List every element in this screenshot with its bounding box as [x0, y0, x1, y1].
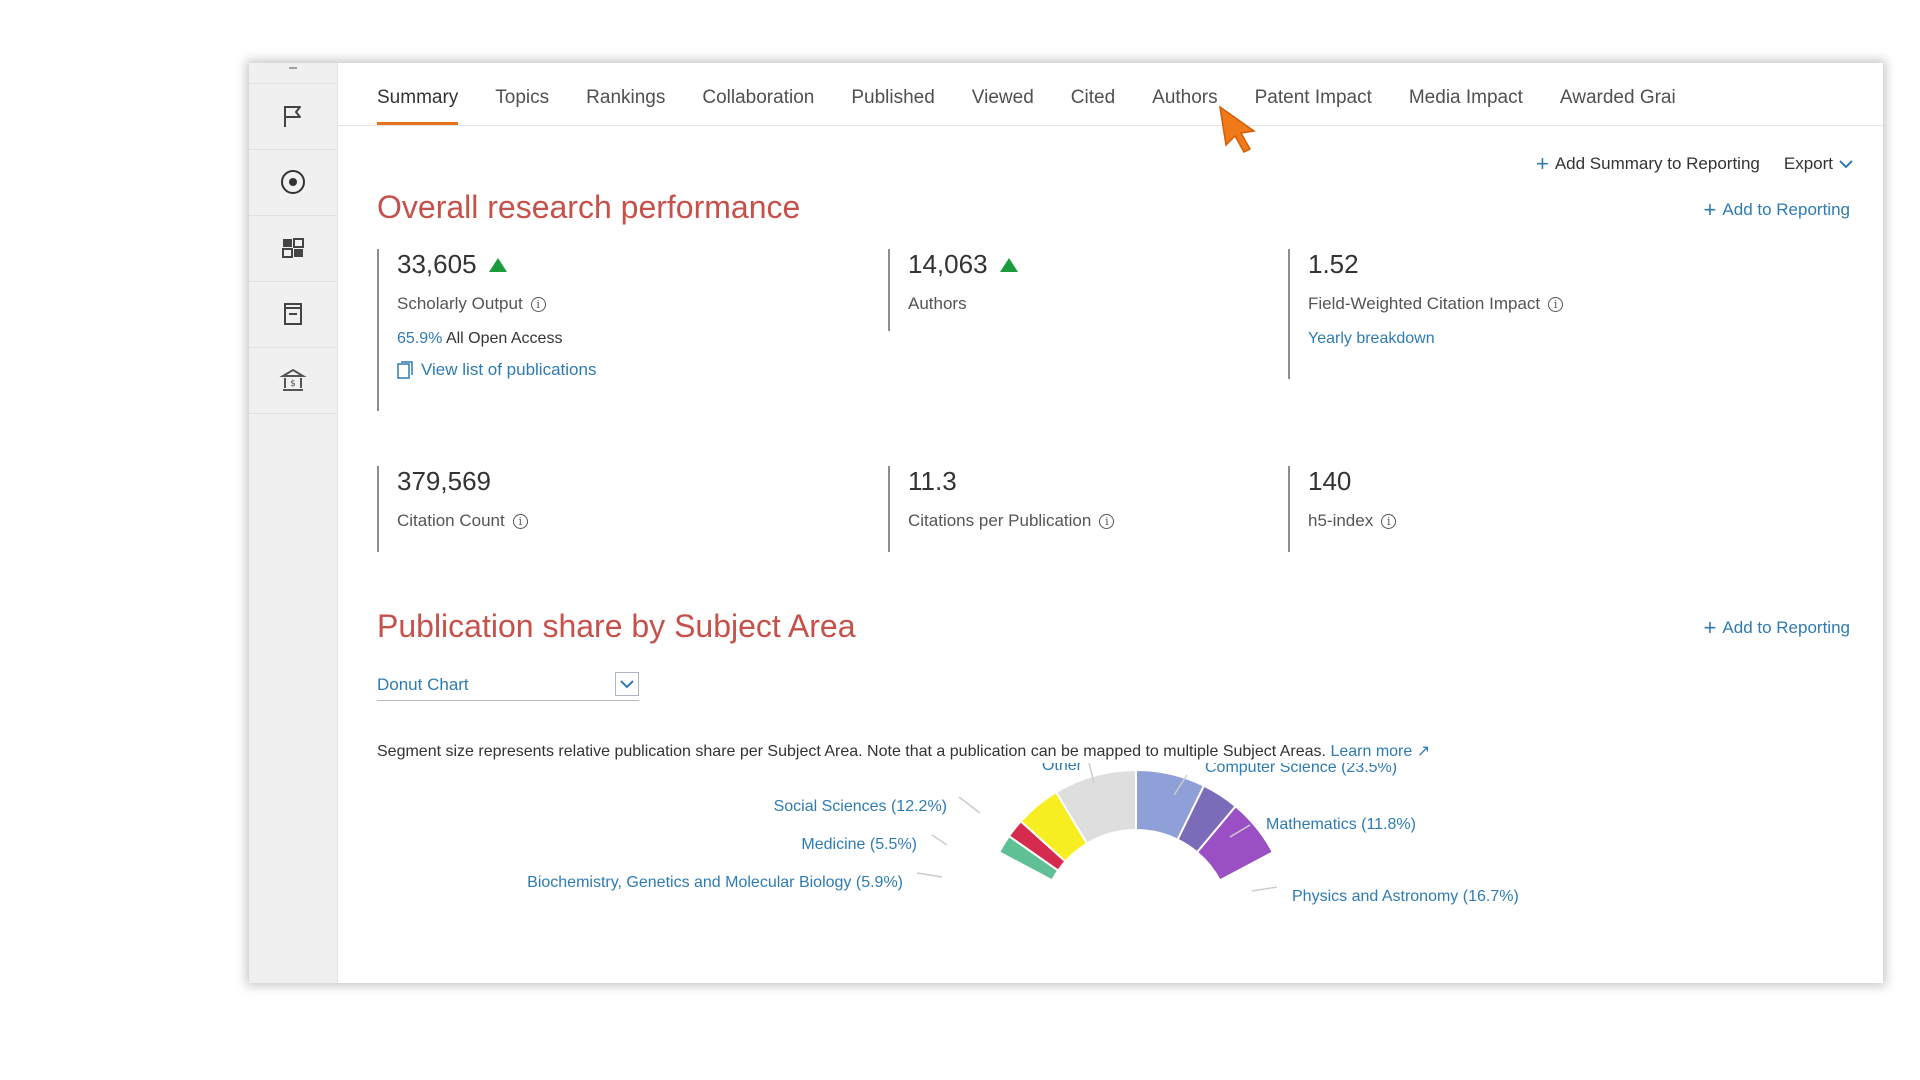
- chart-type-select[interactable]: Donut Chart: [377, 670, 639, 701]
- donut-slice-physics-and-astronomy[interactable]: [1195, 804, 1275, 882]
- app-window: $ Summary Topics Rankings Collaboration …: [249, 63, 1883, 983]
- citation-count-label: Citation Count: [397, 511, 505, 530]
- add-to-reporting-overall-button[interactable]: + Add to Reporting: [1704, 199, 1850, 221]
- sidebar-item-menu[interactable]: [249, 63, 337, 84]
- open-access-label: All Open Access: [445, 330, 563, 347]
- sidebar-item-document[interactable]: [249, 281, 337, 348]
- donut-label-computer-science: Computer Science (23.5%): [1205, 763, 1397, 776]
- tab-patent-impact[interactable]: Patent Impact: [1254, 87, 1372, 108]
- sidebar-item-flag[interactable]: [249, 83, 337, 150]
- dashboard-grid-icon: [282, 238, 304, 258]
- scholarly-output-value: 33,605: [397, 249, 477, 279]
- document-list-icon: [397, 361, 413, 379]
- summary-toolbar: + Add Summary to Reporting Export: [1536, 153, 1853, 175]
- subject-area-title: Publication share by Subject Area: [377, 608, 856, 644]
- export-button[interactable]: Export: [1784, 154, 1853, 174]
- donut-leader-line: [916, 872, 943, 878]
- citations-per-publication-value: 11.3: [908, 466, 957, 496]
- view-list-link[interactable]: View list of publications: [397, 360, 596, 380]
- info-icon[interactable]: i: [1381, 513, 1397, 529]
- overall-performance-title: Overall research performance: [377, 189, 801, 225]
- target-icon: [281, 170, 305, 194]
- flag-icon: [284, 106, 301, 127]
- export-label: Export: [1783, 154, 1833, 173]
- subject-area-donut-chart: Computer Science (23.5%) Mathematics (11.…: [527, 763, 1519, 905]
- donut-leader-line: [1088, 763, 1095, 784]
- metric-citations-per-publication: 11.3 Citations per Publication i: [888, 466, 1115, 552]
- metric-h5-index: 140 h5-index i: [1288, 466, 1397, 552]
- chart-note: Segment size represents relative publica…: [377, 741, 1430, 761]
- plus-icon: +: [1535, 151, 1549, 176]
- menu-icon: [289, 67, 297, 69]
- donut-label-physics-and-astronomy: Physics and Astronomy (16.7%): [1292, 888, 1519, 905]
- open-access-row: 65.9% All Open Access: [397, 330, 596, 348]
- tab-published[interactable]: Published: [851, 87, 935, 108]
- donut-leader-line: [1173, 774, 1188, 796]
- tab-cited[interactable]: Cited: [1070, 87, 1116, 108]
- institution-icon: $: [279, 368, 307, 391]
- view-list-label: View list of publications: [421, 360, 597, 379]
- add-to-reporting-label: Add to Reporting: [1722, 200, 1850, 219]
- tab-summary[interactable]: Summary: [377, 87, 459, 125]
- fwci-label: Field-Weighted Citation Impact: [1308, 294, 1541, 313]
- info-icon[interactable]: i: [1548, 296, 1564, 312]
- donut-label-medicine: Medicine (5.5%): [801, 836, 917, 853]
- trend-up-icon: [999, 257, 1018, 272]
- metric-scholarly-output: 33,605 Scholarly Output i 65.9% All Open …: [377, 249, 596, 411]
- plus-icon: +: [1703, 615, 1717, 640]
- add-to-reporting-label: Add to Reporting: [1722, 618, 1850, 637]
- chart-note-text: Segment size represents relative publica…: [377, 743, 1326, 760]
- chart-type-value: Donut Chart: [377, 675, 469, 694]
- add-to-reporting-subject-button[interactable]: + Add to Reporting: [1704, 617, 1850, 639]
- open-access-pct[interactable]: 65.9%: [397, 330, 443, 347]
- sidebar-item-dashboard[interactable]: [249, 215, 337, 282]
- plus-icon: +: [1703, 197, 1717, 222]
- svg-text:$: $: [290, 379, 296, 389]
- citations-per-publication-label: Citations per Publication: [908, 511, 1092, 530]
- authors-label: Authors: [908, 294, 967, 313]
- tab-collaboration[interactable]: Collaboration: [702, 87, 815, 108]
- chevron-down-icon: [615, 672, 639, 696]
- sidebar: $: [249, 63, 338, 983]
- donut-label-social-sciences: Social Sciences (12.2%): [774, 798, 947, 815]
- chevron-down-icon: [1839, 160, 1853, 169]
- donut-label-mathematics: Mathematics (11.8%): [1266, 816, 1416, 833]
- yearly-breakdown-link[interactable]: Yearly breakdown: [1308, 330, 1435, 347]
- metric-fwci: 1.52 Field-Weighted Citation Impact i Yea…: [1288, 249, 1564, 379]
- info-icon[interactable]: i: [530, 296, 546, 312]
- fwci-value: 1.52: [1308, 249, 1359, 279]
- info-icon[interactable]: i: [1099, 513, 1115, 529]
- tab-awarded-grants[interactable]: Awarded Grai: [1559, 87, 1676, 108]
- learn-more-link[interactable]: Learn more ↗: [1330, 743, 1431, 760]
- donut-leader-line: [931, 834, 948, 846]
- h5-index-label: h5-index: [1308, 511, 1374, 530]
- donut-label-biochemistry-genetics-and-molecular-biology: Biochemistry, Genetics and Molecular Bio…: [527, 874, 903, 891]
- donut-leader-line: [958, 796, 981, 814]
- citation-count-value: 379,569: [397, 466, 491, 496]
- scholarly-output-label: Scholarly Output: [397, 294, 523, 313]
- tab-bar: Summary Topics Rankings Collaboration Pu…: [337, 63, 1883, 126]
- trend-up-icon: [488, 257, 507, 272]
- donut-leader-line: [1251, 886, 1278, 892]
- tab-rankings[interactable]: Rankings: [586, 87, 666, 108]
- metric-authors: 14,063 Authors: [888, 249, 1018, 331]
- tab-viewed[interactable]: Viewed: [971, 87, 1034, 108]
- sidebar-item-target[interactable]: [249, 149, 337, 216]
- info-icon[interactable]: i: [512, 513, 528, 529]
- tab-topics[interactable]: Topics: [495, 87, 550, 108]
- main-content: Summary Topics Rankings Collaboration Pu…: [337, 63, 1883, 983]
- donut-leader-line: [1229, 824, 1251, 838]
- metric-citation-count: 379,569 Citation Count i: [377, 466, 528, 552]
- authors-value: 14,063: [908, 249, 988, 279]
- tab-media-impact[interactable]: Media Impact: [1408, 87, 1523, 108]
- donut-label-other: Other: [1042, 763, 1083, 774]
- h5-index-value: 140: [1308, 466, 1352, 496]
- donut-slice-other[interactable]: [1054, 768, 1137, 845]
- sidebar-item-institution[interactable]: $: [249, 347, 337, 414]
- document-icon: [284, 303, 302, 325]
- add-summary-label: Add Summary to Reporting: [1554, 154, 1760, 173]
- mouse-cursor-icon: [1218, 105, 1256, 153]
- add-summary-to-reporting-button[interactable]: + Add Summary to Reporting: [1536, 153, 1760, 175]
- tab-authors[interactable]: Authors: [1152, 87, 1218, 108]
